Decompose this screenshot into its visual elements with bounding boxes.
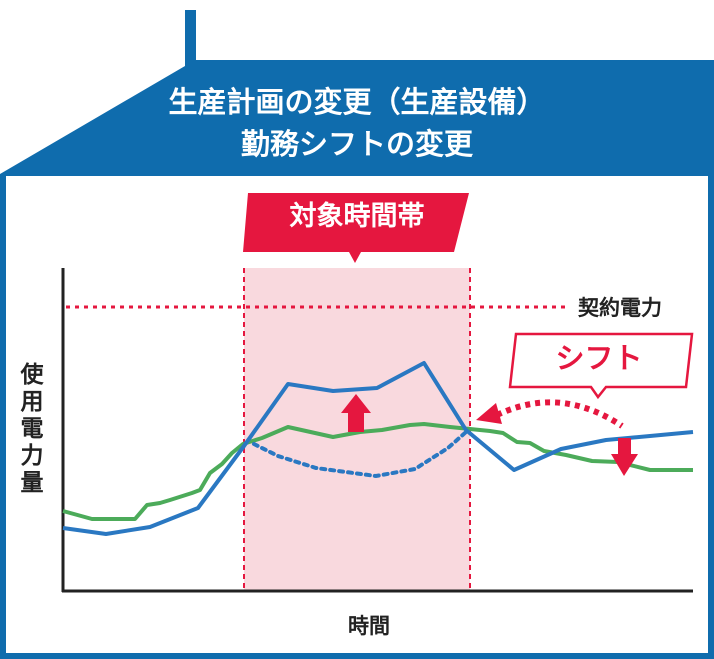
header-title-line1: 生産計画の変更（生産設備） [168,85,546,119]
y-axis-label-char: 使 [20,362,44,388]
y-axis-label-char: 用 [20,389,44,415]
shift-arrow-head [476,403,502,424]
y-axis-label-char: 力 [20,443,44,469]
x-axis-label: 時間 [348,614,390,638]
y-axis-label: 使 用 電 力 量 [17,362,47,497]
series-blue-line [62,361,694,536]
header-title-line2: 勤務シフトの変更 [240,127,473,161]
shift-curve-arrow [495,399,624,429]
series-blue-dotted-line [252,430,468,479]
decrease-arrow-head [611,454,638,476]
target-period-banner [243,193,469,263]
shift-callout-box [508,332,694,400]
y-axis-label-char: 電 [20,416,44,442]
shift-label: シフト [555,341,643,375]
contract-power-label: 契約電力 [578,296,662,320]
increase-arrow-shaft [348,412,364,432]
decrease-arrow-shaft [618,438,631,455]
y-axis-label-char: 量 [20,470,44,496]
increase-arrow-head [341,394,371,413]
target-period-label: 対象時間帯 [289,201,425,232]
